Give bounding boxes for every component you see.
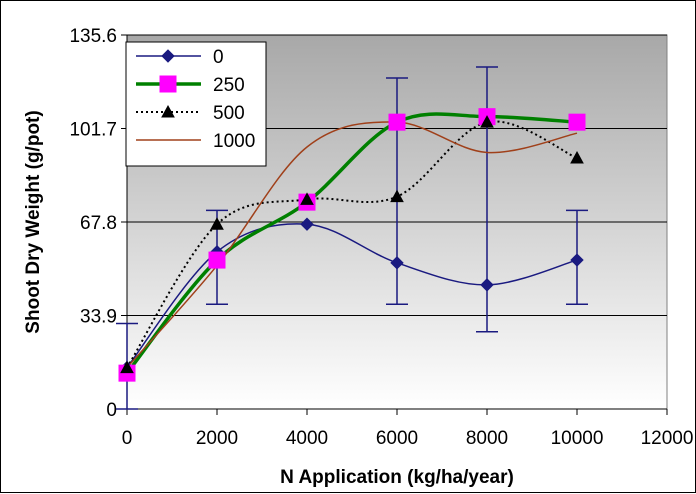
data-point-500 xyxy=(300,192,314,205)
legend-label-0: 0 xyxy=(213,47,224,68)
y-tick-label: 135.6 xyxy=(69,26,117,47)
data-point-500 xyxy=(570,150,584,164)
y-tick-label: 67.8 xyxy=(80,213,117,234)
y-tick-label: 33.9 xyxy=(80,307,117,328)
data-point-250 xyxy=(208,251,226,269)
legend: 0 250 500 1000 xyxy=(125,41,267,167)
data-point-500 xyxy=(480,115,494,128)
y-axis-title: Shoot Dry Weight (g/pot) xyxy=(23,110,44,333)
legend-marker-500 xyxy=(161,104,175,118)
legend-label-500: 500 xyxy=(213,103,245,124)
series-markers xyxy=(118,108,586,382)
x-tick-label: 8000 xyxy=(466,428,508,449)
data-point-250 xyxy=(388,113,406,131)
x-tick-label: 12000 xyxy=(641,428,694,449)
legend-marker-0 xyxy=(161,49,175,63)
legend-label-250: 250 xyxy=(213,75,245,96)
x-axis-title: N Application (kg/ha/year) xyxy=(280,467,514,488)
y-tick-label: 0 xyxy=(106,400,117,421)
data-point-500 xyxy=(390,189,404,203)
data-point-250 xyxy=(568,113,586,131)
legend-label-1000: 1000 xyxy=(213,131,255,152)
legend-box xyxy=(125,41,267,167)
x-tick-label: 6000 xyxy=(376,428,418,449)
x-tick-label: 4000 xyxy=(286,428,328,449)
data-point-0 xyxy=(480,278,494,292)
data-point-500 xyxy=(120,360,134,374)
data-point-0 xyxy=(390,256,404,270)
data-point-0 xyxy=(300,217,314,231)
data-point-0 xyxy=(570,253,584,267)
series-line-1000 xyxy=(126,121,578,369)
data-point-500 xyxy=(210,217,224,230)
tick-labels: 0 33.9 67.8 101.7 135.6 0 2000 4000 6000 8000 1000… xyxy=(69,26,693,449)
x-tick-label: 10000 xyxy=(551,428,604,449)
legend-marker-250 xyxy=(159,75,177,93)
x-tick-label: 2000 xyxy=(196,428,238,449)
y-tick-label: 101.7 xyxy=(69,120,117,141)
x-tick-label: 0 xyxy=(122,428,133,449)
